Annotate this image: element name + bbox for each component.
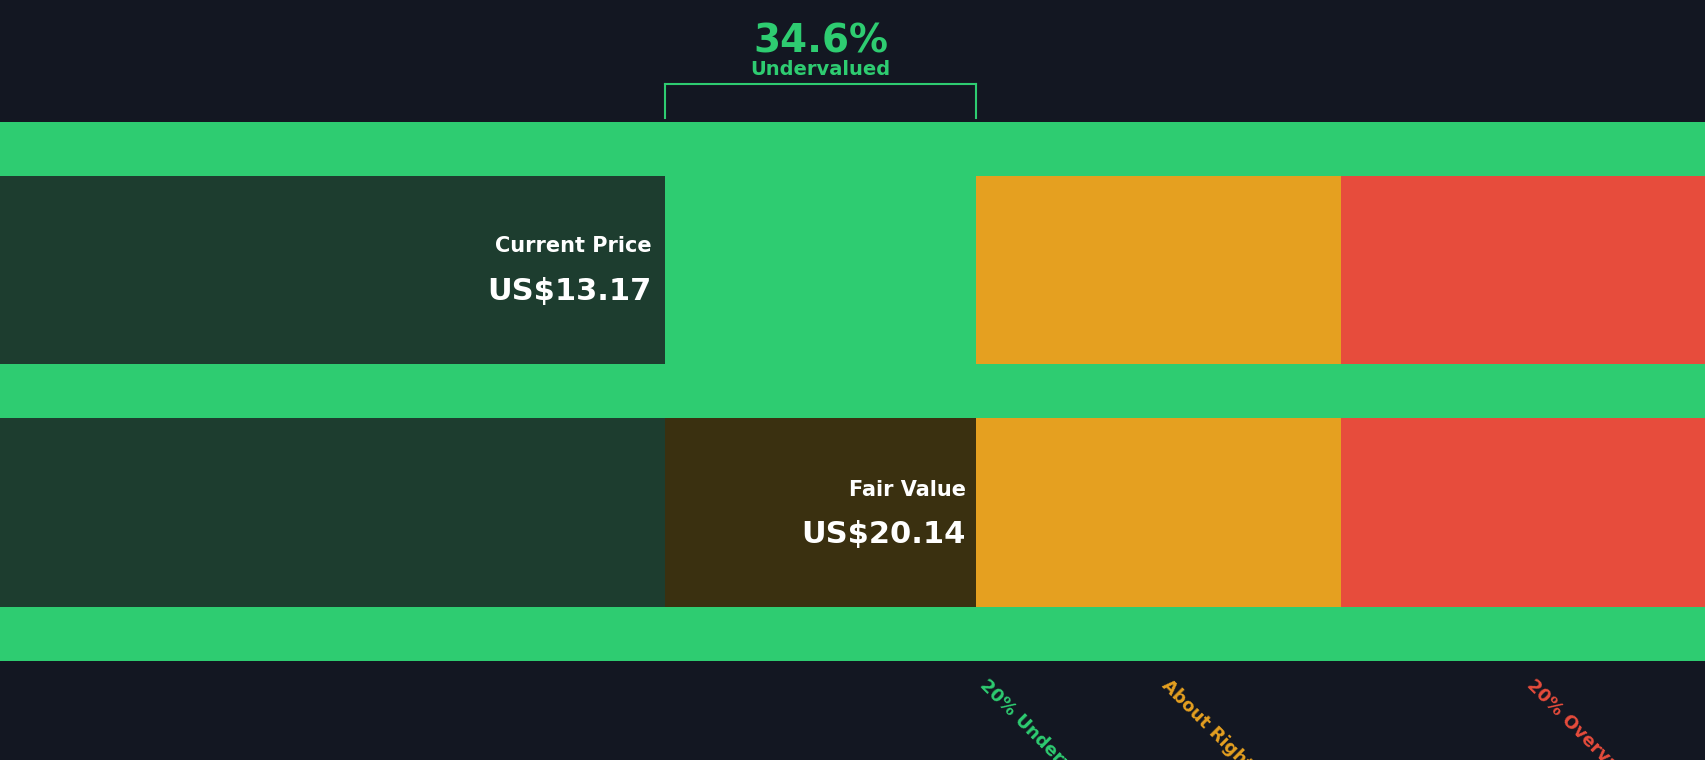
- Text: 20% Undervalued: 20% Undervalued: [975, 676, 1113, 760]
- FancyBboxPatch shape: [0, 122, 975, 661]
- FancyBboxPatch shape: [0, 418, 975, 607]
- Text: 20% Overvalued: 20% Overvalued: [1523, 676, 1652, 760]
- Text: US$13.17: US$13.17: [488, 277, 651, 306]
- FancyBboxPatch shape: [0, 176, 665, 365]
- FancyBboxPatch shape: [665, 418, 975, 607]
- FancyBboxPatch shape: [0, 122, 1705, 176]
- Text: About Right: About Right: [1158, 676, 1255, 760]
- FancyBboxPatch shape: [1340, 122, 1705, 661]
- Text: Fair Value: Fair Value: [847, 480, 965, 500]
- FancyBboxPatch shape: [0, 365, 1705, 418]
- Text: Current Price: Current Price: [494, 236, 651, 255]
- Text: Undervalued: Undervalued: [750, 61, 890, 79]
- FancyBboxPatch shape: [0, 607, 1705, 661]
- Text: 34.6%: 34.6%: [752, 23, 888, 61]
- FancyBboxPatch shape: [975, 122, 1340, 661]
- Text: US$20.14: US$20.14: [801, 520, 965, 549]
